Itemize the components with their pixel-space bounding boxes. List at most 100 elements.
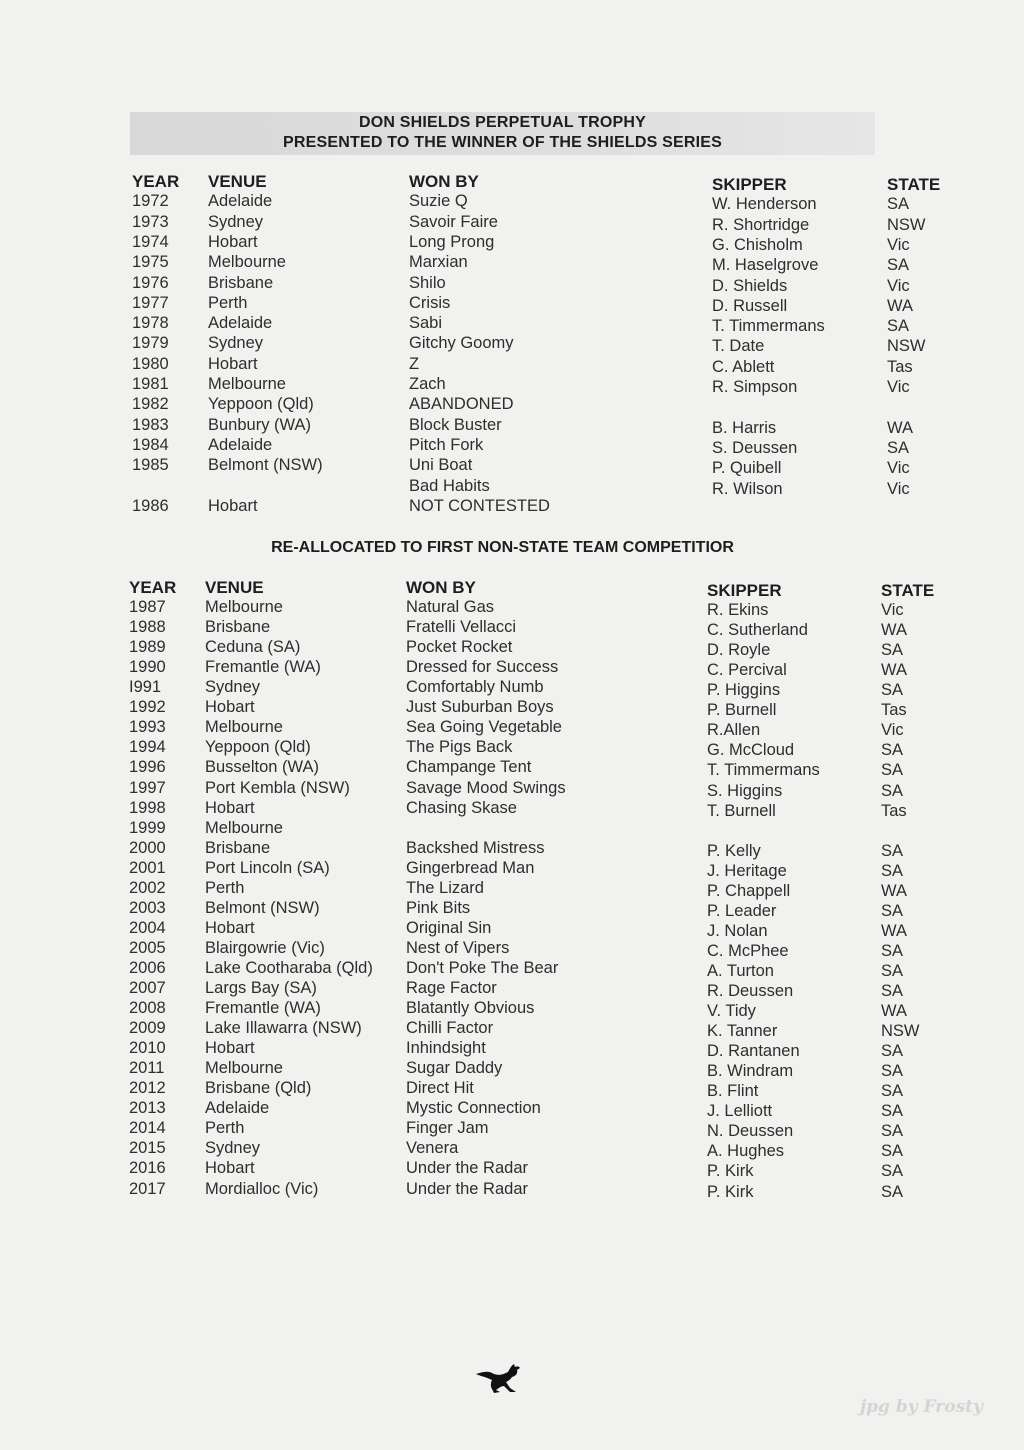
cell-skipper: V. Tidy (707, 1002, 756, 1021)
cell-year: 2016 (129, 1159, 166, 1178)
cell-year: 1983 (132, 415, 169, 434)
header-state: STATE (887, 175, 941, 194)
cell-venue: Brisbane (Qld) (205, 1079, 312, 1098)
cell-won-by: Dressed for Success (406, 658, 559, 677)
cell-skipper: C. McPhee (707, 941, 789, 960)
cell-skipper: R. Deussen (707, 982, 794, 1000)
cell-skipper: M. Haselgrove (712, 256, 819, 275)
cell-year: 2003 (129, 898, 166, 917)
cell-won-by: The Lizard (406, 878, 484, 897)
cell-venue: Fremantle (WA) (205, 999, 321, 1018)
cell-venue: Adelaide (208, 192, 273, 211)
cell-venue: Largs Bay (SA) (205, 979, 317, 997)
cell-skipper: R. Ekins (707, 601, 769, 620)
cell-state: Vic (887, 479, 910, 498)
cell-state: WA (887, 418, 913, 437)
cell-venue: Hobart (205, 698, 255, 717)
cell-won-by: Gitchy Goomy (409, 334, 514, 353)
cell-state: SA (881, 1042, 904, 1061)
cell-venue: Mordialloc (Vic) (205, 1179, 319, 1198)
cell-year: 1972 (132, 192, 169, 211)
cell-won-by: Z (409, 354, 420, 373)
cell-won-by: Nest of Vipers (406, 938, 510, 957)
cell-skipper: T. Burnell (707, 801, 776, 820)
cell-venue: Lake Cootharaba (Qld) (205, 958, 373, 977)
cell-skipper: J. Lelliott (707, 1102, 773, 1121)
cell-skipper: T. Timmermans (707, 761, 820, 780)
page-subtitle: PRESENTED TO THE WINNER OF THE SHIELDS S… (283, 134, 722, 151)
cell-skipper: C. Ablett (712, 357, 775, 376)
cell-state: SA (881, 1062, 904, 1081)
cell-state: SA (887, 256, 910, 275)
cell-skipper: P. Kelly (707, 841, 761, 860)
cell-state: SA (881, 1122, 904, 1141)
cell-venue: Melbourne (208, 253, 286, 272)
cell-year: 1977 (132, 293, 169, 312)
cell-won-by: Pink Bits (406, 898, 471, 917)
cell-skipper: S. Higgins (707, 781, 783, 800)
cell-skipper: A. Hughes (707, 1142, 785, 1161)
cell-state: SA (887, 317, 910, 336)
cell-year: 2001 (129, 858, 166, 877)
cell-venue: Brisbane (205, 618, 271, 637)
cell-venue: Port Kembla (NSW) (205, 778, 350, 797)
cell-venue: Perth (205, 1119, 245, 1138)
cell-state: SA (887, 438, 910, 457)
cell-skipper: P. Kirk (707, 1162, 754, 1181)
cell-state: NSW (881, 1022, 920, 1041)
cell-year: 1975 (132, 253, 169, 272)
cell-state: Tas (881, 801, 907, 820)
cell-skipper: N. Deussen (707, 1122, 794, 1141)
cell-state: Vic (881, 601, 904, 620)
cell-venue: Brisbane (205, 838, 271, 857)
cell-won-by: Marxian (409, 253, 468, 272)
cell-won-by: Sabi (409, 314, 443, 333)
cell-state: SA (881, 681, 904, 700)
header-won-by: WON BY (409, 172, 479, 191)
cell-skipper: P. Chappell (707, 881, 791, 900)
cell-venue: Hobart (205, 918, 255, 937)
cell-state: WA (881, 1002, 907, 1021)
cell-won-by: ABANDONED (409, 395, 514, 414)
cell-won-by: Crisis (409, 293, 451, 312)
cell-year: 1999 (129, 818, 166, 837)
cell-state: Vic (881, 721, 904, 740)
cell-venue: Brisbane (208, 273, 274, 292)
cell-skipper: D. Shields (712, 276, 788, 295)
cell-venue: Blairgowrie (Vic) (205, 938, 325, 957)
cell-venue: Ceduna (SA) (205, 638, 301, 657)
cell-skipper: B. Harris (712, 418, 777, 437)
cell-state: SA (881, 1102, 904, 1121)
page-title: DON SHIELDS PERPETUAL TROPHY (358, 114, 647, 131)
cell-year: 1992 (129, 698, 166, 717)
cell-year: 2015 (129, 1139, 166, 1158)
cell-state: SA (881, 861, 904, 880)
cell-state: WA (881, 621, 907, 640)
cell-state: NSW (887, 215, 926, 234)
cell-venue: Busselton (WA) (205, 758, 320, 777)
cell-venue: Melbourne (205, 598, 283, 617)
header-year: YEAR (132, 172, 180, 191)
cell-skipper: C. Percival (707, 661, 787, 680)
cell-won-by: Finger Jam (406, 1119, 489, 1138)
cell-venue: Melbourne (205, 1059, 283, 1078)
cell-won-by: Zach (409, 375, 446, 393)
cell-state: Tas (881, 701, 907, 720)
cell-won-by: Savage Mood Swings (406, 778, 566, 797)
cell-year: 1998 (129, 798, 166, 817)
section-heading: RE-ALLOCATED TO FIRST NON-STATE TEAM COM… (271, 539, 734, 556)
cell-skipper: P. Higgins (707, 681, 781, 700)
cell-venue: Hobart (205, 798, 255, 817)
cell-venue: Sydney (208, 334, 264, 353)
cell-skipper: B. Windram (707, 1062, 794, 1081)
cell-year: 1976 (132, 273, 169, 292)
cell-year: 1985 (132, 456, 169, 475)
cell-won-by: Sugar Daddy (406, 1059, 503, 1078)
cell-venue: Belmont (NSW) (205, 898, 320, 917)
cell-year: 2004 (129, 918, 166, 937)
cell-year: 1988 (129, 618, 166, 637)
cell-year: 2007 (129, 979, 166, 997)
cell-venue: Lake Illawarra (NSW) (205, 1019, 362, 1038)
cell-year: 2012 (129, 1079, 166, 1098)
cell-state: SA (881, 1162, 904, 1181)
